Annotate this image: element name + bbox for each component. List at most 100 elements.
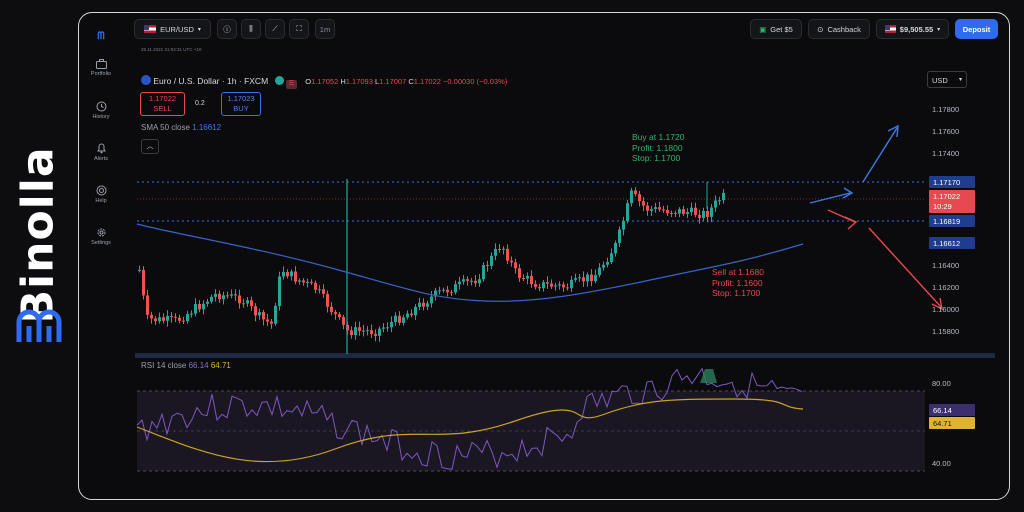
indicators-button[interactable]: ⫼ (241, 19, 261, 39)
candle-body (402, 317, 405, 323)
crop-icon: ⛶ (296, 24, 302, 33)
candle-body (266, 319, 269, 322)
candle-body (286, 271, 289, 277)
ohlc-values: O1.17052 H1.17093 L1.17007 C1.17022 −0.0… (305, 77, 508, 86)
current-price-badge-bg (929, 190, 975, 213)
candle-body (482, 265, 485, 280)
candle-body (366, 330, 369, 332)
candle-body (238, 295, 241, 304)
candle-body (270, 321, 273, 324)
candle-body (262, 312, 265, 320)
sell-label: SELL (153, 104, 172, 113)
cashback-button[interactable]: ⊙ Cashback (808, 19, 870, 39)
candle-body (350, 330, 353, 336)
candle-body (378, 328, 381, 336)
candle-body (474, 280, 477, 284)
sell-arrowhead (844, 216, 858, 230)
price-chart[interactable]: 1.17800 1.17600 1.17400 1.16400 1.16200 1.160… (135, 69, 995, 489)
rsi-value-badge-text: 66.14 (933, 406, 952, 415)
cashback-label: Cashback (827, 24, 861, 34)
candle-body (630, 190, 633, 204)
candle-body (302, 280, 305, 283)
sidebar-item-label: Portfolio (90, 71, 112, 77)
candle-body (598, 267, 601, 276)
candle-body (190, 313, 193, 315)
sidebar-item-label: Settings (91, 240, 111, 246)
pair-selector[interactable]: EUR/USD ▾ (134, 19, 211, 39)
candle-body (606, 261, 609, 265)
candle-body (358, 327, 361, 331)
candle-body (326, 293, 329, 307)
sidebar-logo[interactable]: ᗰ (79, 31, 123, 42)
deposit-button[interactable]: Deposit (955, 19, 998, 39)
current-price-badge-text: 1.17022 (933, 192, 960, 201)
sidebar-item-alerts[interactable]: Alerts (79, 143, 123, 162)
rsi-ma-badge-bg (929, 417, 975, 429)
balance-selector[interactable]: $9,505.55 ▾ (876, 19, 949, 39)
candle-body (354, 327, 357, 336)
info-button[interactable]: ⓘ (217, 19, 237, 39)
candle-body (510, 260, 513, 263)
change-value: −0.00030 (−0.03%) (443, 77, 508, 86)
rsi-value-badge-bg (929, 404, 975, 416)
candle-body (586, 274, 589, 282)
sidebar-item-portfolio[interactable]: Portfolio (79, 59, 123, 77)
candle-body (670, 212, 673, 214)
sell-annotation-line: Stop: 1.1700 (712, 288, 761, 298)
candle-body (282, 271, 285, 277)
help-icon (96, 185, 106, 196)
legend-dot-icon (274, 76, 284, 85)
candle-body (138, 269, 141, 271)
chevron-down-icon: ▾ (958, 77, 962, 83)
get-bonus-button[interactable]: ▣ Get $5 (750, 19, 802, 39)
candle-body (470, 280, 473, 282)
lower-level-badge-text: 1.16819 (933, 217, 960, 226)
candle-body (618, 229, 621, 243)
rsi-value: 66.14 (188, 361, 209, 370)
candle-body (166, 315, 169, 321)
sell-annotation-line: Profit: 1.1600 (712, 277, 763, 288)
timeframe-label: 1m (319, 24, 331, 34)
candle-body (246, 300, 249, 304)
upper-level-badge-bg (929, 176, 975, 188)
candle-body (258, 312, 261, 316)
buy-annotation-line: Stop: 1.1700 (632, 153, 681, 163)
drawing-button[interactable]: ⟋ (265, 19, 285, 39)
euro-flag-icon (141, 75, 151, 85)
candle-body (230, 294, 233, 296)
sidebar-item-settings[interactable]: Settings (79, 227, 123, 246)
candle-body (418, 302, 421, 307)
candle-body (554, 285, 557, 287)
candle-body (438, 290, 441, 292)
candle-body (398, 315, 401, 323)
price-tick-label: 1.16000 (932, 305, 959, 314)
legend-alert-icon[interactable]: ☰ (285, 80, 297, 89)
candle-body (650, 208, 653, 211)
candle-body (314, 282, 317, 290)
candle-body (322, 289, 325, 294)
candle-body (494, 248, 497, 256)
candle-body (634, 190, 637, 195)
fullscreen-button[interactable]: ⛶ (289, 19, 309, 39)
sidebar-item-help[interactable]: Help (79, 185, 123, 204)
sma-legend: SMA 50 close 1.16612 (141, 123, 221, 132)
get-bonus-label: Get $5 (770, 24, 793, 34)
collapse-legend-button[interactable]: ︿ (141, 139, 159, 154)
candle-body (722, 192, 725, 201)
candle-body (234, 294, 237, 296)
candle-body (390, 321, 393, 328)
candle-body (566, 287, 569, 289)
sidebar-item-history[interactable]: History (79, 101, 123, 120)
sma-line (136, 223, 804, 302)
currency-select[interactable]: USD ▾ (927, 71, 967, 88)
sell-button[interactable]: 1.17022 SELL (140, 92, 185, 116)
rsi-label: RSI 14 close (141, 361, 187, 370)
candle-body (506, 248, 509, 261)
candle-body (442, 289, 445, 291)
candle-body (454, 284, 457, 293)
sidebar-item-label: Alerts (93, 156, 109, 162)
candle-body (546, 282, 549, 284)
candle-body (690, 207, 693, 213)
timeframe-button[interactable]: 1m (315, 19, 335, 39)
buy-button[interactable]: 1.17023 BUY (221, 92, 261, 116)
